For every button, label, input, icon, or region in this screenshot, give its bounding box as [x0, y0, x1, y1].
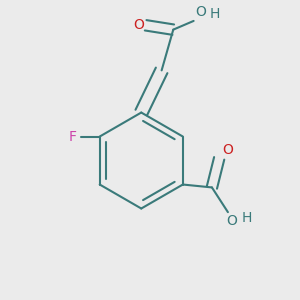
Text: H: H	[210, 7, 220, 21]
Text: O: O	[226, 214, 237, 228]
Text: H: H	[242, 211, 252, 225]
Text: O: O	[195, 5, 206, 20]
Text: F: F	[68, 130, 76, 143]
Text: O: O	[133, 18, 144, 32]
Text: O: O	[223, 143, 234, 157]
